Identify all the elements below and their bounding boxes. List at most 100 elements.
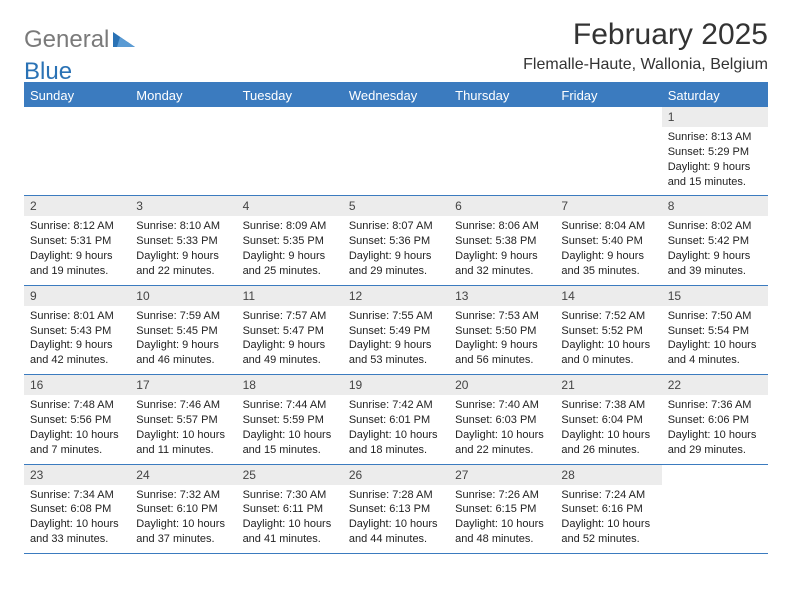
day-cell: 8Sunrise: 8:02 AMSunset: 5:42 PMDaylight… xyxy=(662,196,768,285)
empty-cell xyxy=(449,107,555,196)
day-details: Sunrise: 7:57 AMSunset: 5:47 PMDaylight:… xyxy=(237,306,343,374)
brand-logo: General xyxy=(24,18,137,54)
day-number: 21 xyxy=(555,375,661,395)
day-number: 8 xyxy=(662,196,768,216)
day-details: Sunrise: 7:30 AMSunset: 6:11 PMDaylight:… xyxy=(237,485,343,553)
calendar-body: 1Sunrise: 8:13 AMSunset: 5:29 PMDaylight… xyxy=(24,107,768,553)
day-details: Sunrise: 7:46 AMSunset: 5:57 PMDaylight:… xyxy=(130,395,236,463)
day-details: Sunrise: 8:06 AMSunset: 5:38 PMDaylight:… xyxy=(449,216,555,284)
day-cell: 5Sunrise: 8:07 AMSunset: 5:36 PMDaylight… xyxy=(343,196,449,285)
empty-cell xyxy=(555,107,661,196)
day-number: 27 xyxy=(449,465,555,485)
weekday-header: Wednesday xyxy=(343,83,449,107)
empty-cell xyxy=(130,107,236,196)
day-details: Sunrise: 7:50 AMSunset: 5:54 PMDaylight:… xyxy=(662,306,768,374)
day-number: 24 xyxy=(130,465,236,485)
day-details: Sunrise: 7:48 AMSunset: 5:56 PMDaylight:… xyxy=(24,395,130,463)
day-cell: 26Sunrise: 7:28 AMSunset: 6:13 PMDayligh… xyxy=(343,464,449,553)
day-number: 4 xyxy=(237,196,343,216)
day-cell: 14Sunrise: 7:52 AMSunset: 5:52 PMDayligh… xyxy=(555,285,661,374)
day-cell: 13Sunrise: 7:53 AMSunset: 5:50 PMDayligh… xyxy=(449,285,555,374)
day-cell: 2Sunrise: 8:12 AMSunset: 5:31 PMDaylight… xyxy=(24,196,130,285)
location-text: Flemalle-Haute, Wallonia, Belgium xyxy=(523,56,768,74)
day-number: 9 xyxy=(24,286,130,306)
day-cell: 21Sunrise: 7:38 AMSunset: 6:04 PMDayligh… xyxy=(555,375,661,464)
weekday-header: Thursday xyxy=(449,83,555,107)
day-details: Sunrise: 7:32 AMSunset: 6:10 PMDaylight:… xyxy=(130,485,236,553)
day-details: Sunrise: 7:53 AMSunset: 5:50 PMDaylight:… xyxy=(449,306,555,374)
day-cell: 20Sunrise: 7:40 AMSunset: 6:03 PMDayligh… xyxy=(449,375,555,464)
weekday-header: Sunday xyxy=(24,83,130,107)
weekday-header: Friday xyxy=(555,83,661,107)
day-cell: 3Sunrise: 8:10 AMSunset: 5:33 PMDaylight… xyxy=(130,196,236,285)
day-cell: 1Sunrise: 8:13 AMSunset: 5:29 PMDaylight… xyxy=(662,107,768,196)
day-details: Sunrise: 7:36 AMSunset: 6:06 PMDaylight:… xyxy=(662,395,768,463)
day-cell: 22Sunrise: 7:36 AMSunset: 6:06 PMDayligh… xyxy=(662,375,768,464)
day-cell: 28Sunrise: 7:24 AMSunset: 6:16 PMDayligh… xyxy=(555,464,661,553)
day-details: Sunrise: 7:42 AMSunset: 6:01 PMDaylight:… xyxy=(343,395,449,463)
day-number: 22 xyxy=(662,375,768,395)
day-details: Sunrise: 8:09 AMSunset: 5:35 PMDaylight:… xyxy=(237,216,343,284)
day-cell: 11Sunrise: 7:57 AMSunset: 5:47 PMDayligh… xyxy=(237,285,343,374)
day-details: Sunrise: 8:13 AMSunset: 5:29 PMDaylight:… xyxy=(662,127,768,195)
day-number: 10 xyxy=(130,286,236,306)
day-details: Sunrise: 8:10 AMSunset: 5:33 PMDaylight:… xyxy=(130,216,236,284)
day-details: Sunrise: 8:02 AMSunset: 5:42 PMDaylight:… xyxy=(662,216,768,284)
day-number: 1 xyxy=(662,107,768,127)
day-cell: 23Sunrise: 7:34 AMSunset: 6:08 PMDayligh… xyxy=(24,464,130,553)
day-cell: 19Sunrise: 7:42 AMSunset: 6:01 PMDayligh… xyxy=(343,375,449,464)
day-cell: 18Sunrise: 7:44 AMSunset: 5:59 PMDayligh… xyxy=(237,375,343,464)
day-number: 15 xyxy=(662,286,768,306)
weekday-header: Saturday xyxy=(662,83,768,107)
day-number: 18 xyxy=(237,375,343,395)
day-number: 14 xyxy=(555,286,661,306)
title-block: February 2025 Flemalle-Haute, Wallonia, … xyxy=(523,18,768,74)
day-cell: 9Sunrise: 8:01 AMSunset: 5:43 PMDaylight… xyxy=(24,285,130,374)
day-number: 6 xyxy=(449,196,555,216)
day-cell: 12Sunrise: 7:55 AMSunset: 5:49 PMDayligh… xyxy=(343,285,449,374)
header: General February 2025 Flemalle-Haute, Wa… xyxy=(24,18,768,74)
day-number: 25 xyxy=(237,465,343,485)
brand-word-1: General xyxy=(24,26,109,54)
calendar-table: SundayMondayTuesdayWednesdayThursdayFrid… xyxy=(24,82,768,554)
day-number: 23 xyxy=(24,465,130,485)
day-details: Sunrise: 8:04 AMSunset: 5:40 PMDaylight:… xyxy=(555,216,661,284)
day-details: Sunrise: 7:44 AMSunset: 5:59 PMDaylight:… xyxy=(237,395,343,463)
day-details: Sunrise: 7:38 AMSunset: 6:04 PMDaylight:… xyxy=(555,395,661,463)
day-details: Sunrise: 8:07 AMSunset: 5:36 PMDaylight:… xyxy=(343,216,449,284)
day-number: 26 xyxy=(343,465,449,485)
day-number: 17 xyxy=(130,375,236,395)
day-details: Sunrise: 8:01 AMSunset: 5:43 PMDaylight:… xyxy=(24,306,130,374)
day-cell: 15Sunrise: 7:50 AMSunset: 5:54 PMDayligh… xyxy=(662,285,768,374)
day-number: 12 xyxy=(343,286,449,306)
brand-word-2: Blue xyxy=(24,58,72,86)
day-number: 11 xyxy=(237,286,343,306)
calendar-header: SundayMondayTuesdayWednesdayThursdayFrid… xyxy=(24,83,768,107)
day-details: Sunrise: 7:24 AMSunset: 6:16 PMDaylight:… xyxy=(555,485,661,553)
day-number: 2 xyxy=(24,196,130,216)
day-number: 20 xyxy=(449,375,555,395)
day-details: Sunrise: 8:12 AMSunset: 5:31 PMDaylight:… xyxy=(24,216,130,284)
empty-cell xyxy=(237,107,343,196)
day-details: Sunrise: 7:52 AMSunset: 5:52 PMDaylight:… xyxy=(555,306,661,374)
day-number: 16 xyxy=(24,375,130,395)
day-cell: 6Sunrise: 8:06 AMSunset: 5:38 PMDaylight… xyxy=(449,196,555,285)
day-details: Sunrise: 7:28 AMSunset: 6:13 PMDaylight:… xyxy=(343,485,449,553)
day-number: 3 xyxy=(130,196,236,216)
day-details: Sunrise: 7:55 AMSunset: 5:49 PMDaylight:… xyxy=(343,306,449,374)
empty-cell xyxy=(662,464,768,553)
day-cell: 17Sunrise: 7:46 AMSunset: 5:57 PMDayligh… xyxy=(130,375,236,464)
day-cell: 10Sunrise: 7:59 AMSunset: 5:45 PMDayligh… xyxy=(130,285,236,374)
day-details: Sunrise: 7:34 AMSunset: 6:08 PMDaylight:… xyxy=(24,485,130,553)
day-number: 7 xyxy=(555,196,661,216)
day-number: 13 xyxy=(449,286,555,306)
day-details: Sunrise: 7:40 AMSunset: 6:03 PMDaylight:… xyxy=(449,395,555,463)
brand-triangle-icon xyxy=(113,29,135,52)
day-cell: 7Sunrise: 8:04 AMSunset: 5:40 PMDaylight… xyxy=(555,196,661,285)
day-number: 5 xyxy=(343,196,449,216)
empty-cell xyxy=(343,107,449,196)
day-cell: 27Sunrise: 7:26 AMSunset: 6:15 PMDayligh… xyxy=(449,464,555,553)
day-details: Sunrise: 7:59 AMSunset: 5:45 PMDaylight:… xyxy=(130,306,236,374)
day-cell: 24Sunrise: 7:32 AMSunset: 6:10 PMDayligh… xyxy=(130,464,236,553)
day-cell: 4Sunrise: 8:09 AMSunset: 5:35 PMDaylight… xyxy=(237,196,343,285)
